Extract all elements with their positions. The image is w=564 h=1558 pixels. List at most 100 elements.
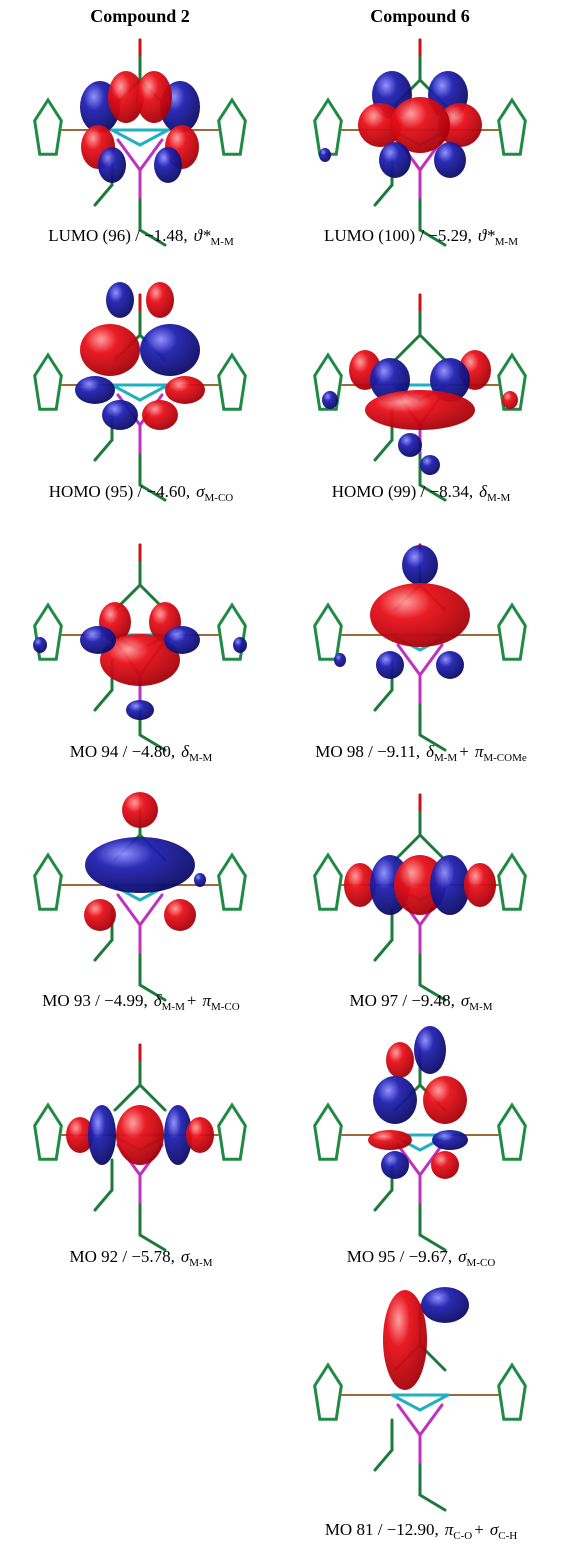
panel-caption: HOMO (95) / −4.60, σM-CO xyxy=(0,482,281,504)
cp-ring xyxy=(35,1105,62,1159)
subscript: M-CO xyxy=(211,1001,240,1013)
orbital-lobe xyxy=(502,391,518,409)
orbital-lobe xyxy=(383,1290,427,1390)
orbital-lobe xyxy=(75,376,115,404)
orbital-lobe xyxy=(370,583,470,647)
cp-ring xyxy=(35,100,62,154)
panel-caption: MO 93 / −4.99,δM-M+πM-CO xyxy=(0,991,281,1013)
orbital-lobe xyxy=(164,899,196,931)
orbital-lobe xyxy=(140,324,200,376)
cp-ring xyxy=(219,355,246,409)
orbital-lobe xyxy=(84,899,116,931)
figure-page: {"columns": [ {"header": "Compound 2", "… xyxy=(0,0,564,1558)
orbital-lobe xyxy=(402,545,438,585)
orbital-lobe xyxy=(436,651,464,679)
panel-caption: LUMO (100) / −5.29,ϑ*M-M xyxy=(279,226,561,248)
orbital-lobe xyxy=(122,792,158,828)
cp-ring xyxy=(315,1105,342,1159)
cp-ring xyxy=(219,1105,246,1159)
bond xyxy=(140,130,168,145)
bond xyxy=(95,690,112,710)
caption-text: LUMO (100) / −5.29, xyxy=(324,226,472,245)
bond xyxy=(95,940,112,960)
cp-ring xyxy=(499,605,526,659)
orbital-lobe xyxy=(33,637,47,653)
orbital-panel xyxy=(315,40,526,245)
cp-ring xyxy=(35,355,62,409)
orbital-lobe xyxy=(85,837,195,893)
orbital-lobe xyxy=(80,324,140,376)
symbol: δ xyxy=(426,742,434,761)
orbital-lobe xyxy=(165,376,205,404)
bond xyxy=(375,185,392,205)
symbol: ϑ* xyxy=(194,226,211,245)
panel-caption: HOMO (99) / −8.34,δM-M xyxy=(279,482,561,504)
orbital-panel xyxy=(315,795,526,1000)
symbol: σ xyxy=(458,1247,466,1266)
subscript: M-CO xyxy=(205,492,234,504)
orbital-lobe xyxy=(421,1287,469,1323)
caption-text: HOMO (95) / −4.60, xyxy=(49,482,190,501)
orbital-lobe xyxy=(319,148,331,162)
caption-text: + xyxy=(474,1520,484,1539)
bond xyxy=(375,1450,392,1470)
orbital-lobe xyxy=(80,626,116,654)
symbol: δ xyxy=(181,742,189,761)
subscript: M-M xyxy=(162,1001,185,1013)
orbital-panel xyxy=(35,40,246,245)
bond xyxy=(375,690,392,710)
caption-text: LUMO (96) / −1.48, xyxy=(48,226,187,245)
caption-text: MO 98 / −9.11, xyxy=(315,742,420,761)
symbol: ϑ* xyxy=(478,226,495,245)
orbital-lobe xyxy=(373,1076,417,1124)
caption-text: MO 94 / −4.80, xyxy=(70,742,175,761)
symbol: δ xyxy=(154,991,162,1010)
caption-text: HOMO (99) / −8.34, xyxy=(332,482,473,501)
bond xyxy=(112,385,140,400)
subscript: C-O xyxy=(453,1530,472,1542)
panel-caption: LUMO (96) / −1.48,ϑ*M-M xyxy=(0,226,281,248)
orbital-panel xyxy=(35,792,246,1000)
cp-ring xyxy=(315,1365,342,1419)
subscript: M-CO xyxy=(467,1257,496,1269)
caption-text: MO 95 / −9.67, xyxy=(347,1247,452,1266)
orbital-panel xyxy=(35,282,246,500)
cp-ring xyxy=(219,855,246,909)
cp-ring xyxy=(499,855,526,909)
orbital-lobe xyxy=(386,1042,414,1078)
orbital-lobe xyxy=(194,873,206,887)
bond xyxy=(112,130,140,145)
orbital-lobe xyxy=(420,455,440,475)
orbital-lobe xyxy=(142,400,178,430)
orbital-panel xyxy=(35,1045,246,1250)
orbital-lobe xyxy=(146,282,174,318)
symbol: σ xyxy=(490,1520,498,1539)
orbital-lobe xyxy=(381,1151,409,1179)
bond xyxy=(420,1395,448,1410)
caption-text: + xyxy=(187,991,197,1010)
orbital-panel xyxy=(315,1287,526,1510)
panel-caption: MO 81 / −12.90,πC-O+σC-H xyxy=(279,1520,561,1542)
orbital-lobe xyxy=(88,1105,116,1165)
bond xyxy=(140,385,168,400)
orbital-panel xyxy=(315,1026,526,1250)
orbital-panel xyxy=(315,545,526,750)
panel-caption: MO 95 / −9.67, σM-CO xyxy=(279,1247,561,1269)
orbital-lobe xyxy=(414,1026,446,1074)
symbol: σ xyxy=(196,482,204,501)
panel-caption: MO 94 / −4.80,δM-M xyxy=(0,742,281,764)
bond xyxy=(395,335,420,360)
orbital-lobe xyxy=(106,282,134,318)
orbital-lobe xyxy=(233,637,247,653)
caption-text: MO 97 / −9.48, xyxy=(349,991,454,1010)
orbital-lobe xyxy=(423,1076,467,1124)
orbital-lobe xyxy=(136,71,172,123)
orbital-lobe xyxy=(126,700,154,720)
orbital-lobe xyxy=(116,1105,164,1165)
column-header: Compound 2 xyxy=(40,6,240,27)
orbital-lobe xyxy=(398,433,422,457)
orbital-lobe xyxy=(365,390,475,430)
subscript: M-M xyxy=(487,492,510,504)
orbital-panel xyxy=(315,295,526,500)
bond xyxy=(95,440,112,460)
